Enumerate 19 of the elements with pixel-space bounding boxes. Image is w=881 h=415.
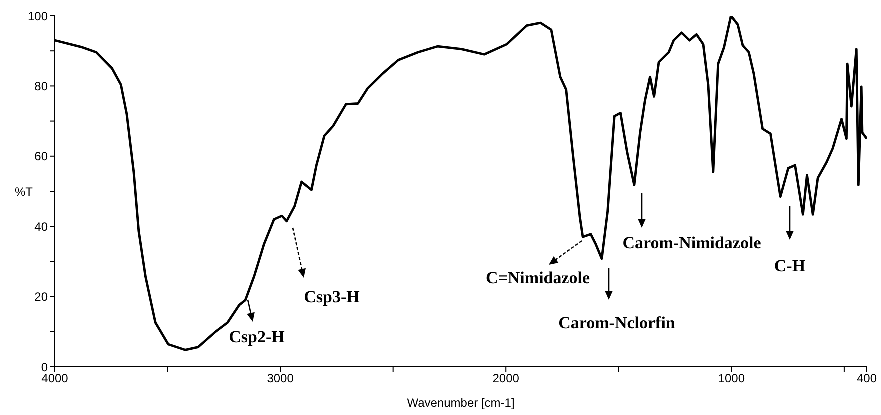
annotation: Csp2-H <box>229 328 285 346</box>
x-tick-label: 2000 <box>492 372 520 386</box>
y-tick-label: 100 <box>28 9 48 24</box>
x-tick-label: 1000 <box>718 372 746 386</box>
x-tick-label: 3000 <box>267 372 294 386</box>
annotation: C-H <box>774 256 806 276</box>
annotation: Carom-Nimidazole <box>622 234 762 252</box>
annotation: C=Nimidazole <box>486 268 591 288</box>
y-axis-title: %T <box>15 184 34 199</box>
x-axis-title: Wavenumber [cm-1] <box>407 396 515 410</box>
annotation: Csp3-H <box>304 288 360 306</box>
y-tick-label: 40 <box>34 220 48 234</box>
x-tick-label: 400 <box>856 372 878 386</box>
y-tick-label: 80 <box>34 79 48 94</box>
y-tick-label: 0 <box>41 360 48 374</box>
x-tick-label: 4000 <box>42 372 69 386</box>
annotation: Carom-Nclorfin <box>558 314 676 332</box>
y-tick-label: 20 <box>34 290 48 304</box>
y-tick-label: 60 <box>34 150 48 164</box>
